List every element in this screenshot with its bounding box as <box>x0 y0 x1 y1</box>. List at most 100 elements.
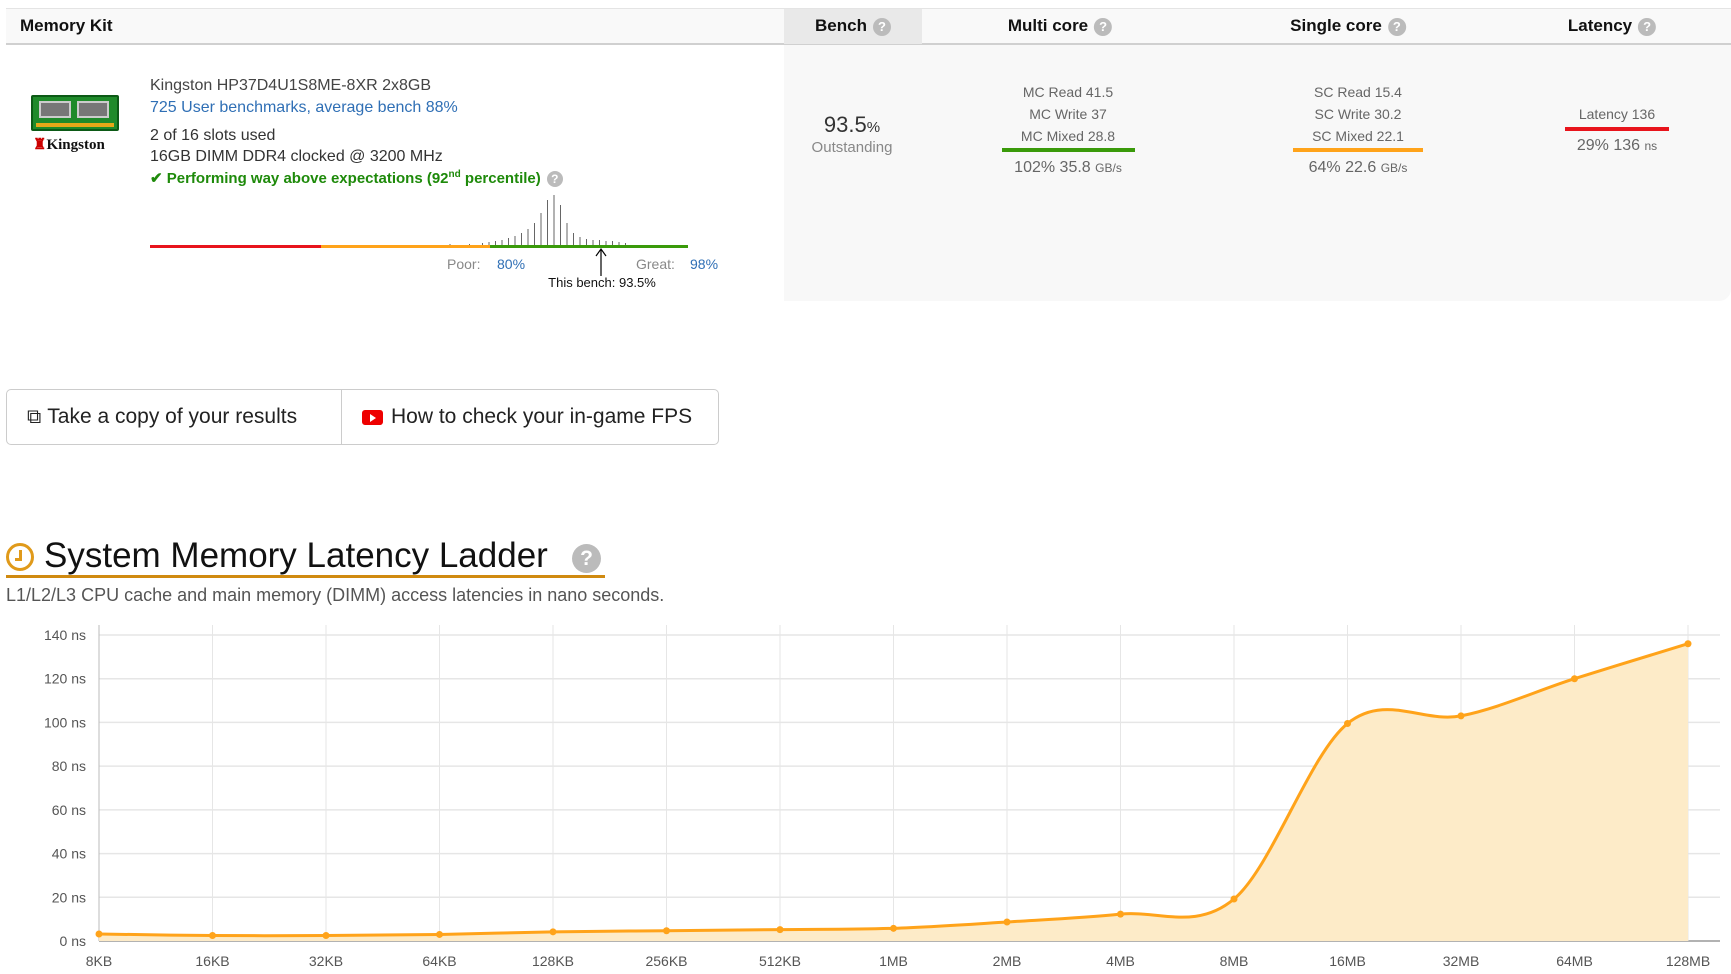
copy-results-button[interactable]: ⧉ Take a copy of your results <box>27 405 298 428</box>
y-tick-label: 100 ns <box>44 714 86 730</box>
data-point <box>436 930 443 938</box>
help-icon[interactable]: ? <box>572 544 601 573</box>
data-point <box>1230 895 1238 903</box>
y-tick-label: 140 ns <box>44 627 86 643</box>
data-point <box>890 924 897 932</box>
x-tick-label: 64KB <box>422 953 456 969</box>
x-tick-label: 16MB <box>1329 953 1366 969</box>
header-single-core[interactable]: Single core? <box>1290 9 1406 44</box>
x-tick-label: 4MB <box>1106 953 1135 969</box>
mc-read: MC Read 41.5 <box>1022 84 1114 100</box>
bench-distribution <box>150 195 688 276</box>
y-tick-label: 20 ns <box>52 889 86 905</box>
average-range-bar <box>321 245 490 248</box>
y-tick-label: 80 ns <box>52 758 86 774</box>
results-row-bg <box>784 45 1731 301</box>
mc-write: MC Write 37 <box>1029 106 1107 122</box>
kit-spec: 16GB DIMM DDR4 clocked @ 3200 MHz <box>150 148 443 165</box>
data-point <box>322 932 330 940</box>
sc-write: SC Write 30.2 <box>1314 106 1402 122</box>
data-point <box>1003 918 1011 926</box>
section-subtitle: L1/L2/L3 CPU cache and main memory (DIMM… <box>6 585 665 605</box>
header-multi-core[interactable]: Multi core? <box>1007 9 1113 44</box>
poor-range-bar <box>150 245 321 248</box>
good-range-bar <box>490 245 688 248</box>
y-tick-label: 60 ns <box>52 802 86 818</box>
x-tick-label: 16KB <box>195 953 229 969</box>
sc-mixed: SC Mixed 22.1 <box>1312 128 1404 144</box>
x-tick-label: 2MB <box>993 953 1022 969</box>
data-point <box>1117 910 1124 918</box>
y-tick-label: 0 ns <box>60 933 86 949</box>
y-tick-label: 120 ns <box>44 671 86 687</box>
table-header: Memory Kit Bench? Multi core? Single cor… <box>6 8 1731 45</box>
latency-summary: 29% 136 ns <box>1576 137 1658 154</box>
section-heading: System Memory Latency Ladder ? <box>6 536 605 578</box>
header-multi-label: Multi core <box>1007 16 1089 35</box>
y-tick-label: 40 ns <box>52 846 86 862</box>
poor-label: Poor: <box>447 256 481 272</box>
header-latency[interactable]: Latency? <box>1567 9 1657 44</box>
latency-value: Latency 136 <box>1578 106 1656 122</box>
this-bench-label: This bench: 93.5% <box>548 275 656 290</box>
single-core-bar <box>1293 148 1423 152</box>
multi-core-bar <box>1002 148 1135 152</box>
data-point <box>1457 712 1465 720</box>
header-memory-kit: Memory Kit <box>20 16 113 35</box>
data-point <box>549 928 557 936</box>
x-tick-label: 512KB <box>759 953 801 969</box>
data-point <box>95 930 103 938</box>
latency-area <box>99 643 1688 941</box>
poor-value: 80% <box>497 256 526 272</box>
latency-line <box>98 642 1689 938</box>
x-tick-label: 1MB <box>879 953 908 969</box>
data-point <box>776 926 784 934</box>
header-bench-label: Bench <box>815 16 867 35</box>
performance-status: ✔ Performing way above expectations (92n… <box>150 169 563 188</box>
x-tick-label: 128KB <box>532 953 574 969</box>
help-icon[interactable]: ? <box>1094 17 1113 36</box>
header-latency-label: Latency <box>1567 16 1633 35</box>
x-tick-label: 64MB <box>1556 953 1593 969</box>
bench-score: 93.5% <box>823 112 881 137</box>
kingston-logo: ♜Kingston <box>33 137 105 153</box>
data-point <box>663 927 670 935</box>
help-icon[interactable]: ? <box>872 17 891 36</box>
clock-icon <box>6 543 34 571</box>
action-buttons: ⧉ Take a copy of your results How to chec… <box>6 389 719 445</box>
bench-rating: Outstanding <box>811 139 893 156</box>
mc-mixed: MC Mixed 28.8 <box>1020 128 1116 144</box>
youtube-icon <box>362 409 383 425</box>
x-tick-label: 8KB <box>86 953 112 969</box>
x-tick-label: 32KB <box>309 953 343 969</box>
help-icon[interactable]: ? <box>1387 17 1406 36</box>
header-bench[interactable]: Bench? <box>784 9 922 44</box>
copy-icon: ⧉ <box>27 405 42 428</box>
mc-summary: 102% 35.8 GB/s <box>1014 159 1122 176</box>
help-icon[interactable]: ? <box>1638 17 1657 36</box>
data-point <box>1571 675 1578 683</box>
x-tick-label: 32MB <box>1443 953 1480 969</box>
sc-read: SC Read 15.4 <box>1314 84 1402 100</box>
x-tick-label: 8MB <box>1220 953 1249 969</box>
fps-guide-button[interactable]: How to check your in-game FPS <box>341 390 712 444</box>
sc-summary: 64% 22.6 GB/s <box>1308 159 1408 176</box>
slots-used: 2 of 16 slots used <box>150 127 276 144</box>
help-icon[interactable]: ? <box>546 171 563 188</box>
great-label: Great: <box>636 256 675 272</box>
user-benchmarks-link[interactable]: 725 User benchmarks, average bench 88% <box>150 99 458 116</box>
distribution-histogram <box>449 195 626 245</box>
x-tick-label: 256KB <box>645 953 687 969</box>
x-tick-label: 128MB <box>1666 953 1710 969</box>
latency-chart: 0 ns 20 ns 40 ns 60 ns 80 ns 100 ns 120 ns 140 … <box>44 625 1720 969</box>
data-point <box>209 932 216 940</box>
great-value: 98% <box>690 256 719 272</box>
latency-bar <box>1565 127 1669 131</box>
data-point <box>1344 720 1351 728</box>
data-point <box>1684 640 1692 648</box>
section-title: System Memory Latency Ladder <box>44 536 548 575</box>
header-single-label: Single core <box>1290 16 1382 35</box>
check-icon: ✔ <box>150 170 167 187</box>
memory-kit-image: ♜Kingston <box>31 95 119 153</box>
kit-name: Kingston HP37D4U1S8ME-8XR 2x8GB <box>150 77 432 94</box>
